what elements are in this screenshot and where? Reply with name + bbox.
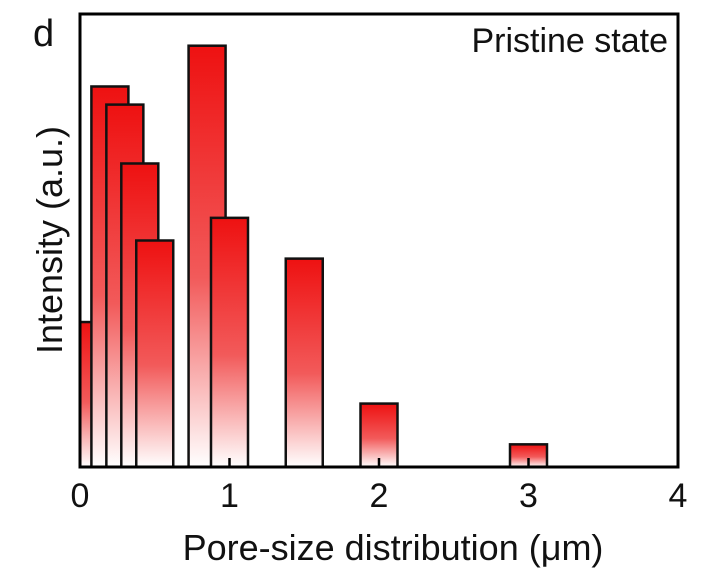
y-axis-label: Intensity (a.u.) bbox=[29, 126, 70, 354]
x-tick-label-4: 4 bbox=[669, 477, 688, 515]
bar-6 bbox=[209, 216, 250, 469]
x-tick-label-1: 1 bbox=[220, 477, 239, 515]
panel-letter: d bbox=[33, 13, 54, 55]
bar-4 bbox=[135, 239, 175, 469]
x-axis-ticks: 0 1 2 3 4 bbox=[71, 458, 688, 515]
bar-series bbox=[78, 44, 549, 469]
x-tick-label-0: 0 bbox=[71, 477, 90, 515]
x-axis-label: Pore-size distribution (μm) bbox=[183, 527, 604, 568]
chart-title: Pristine state bbox=[471, 22, 668, 60]
bar-7 bbox=[284, 257, 324, 469]
x-tick-label-2: 2 bbox=[370, 477, 389, 515]
x-tick-label-3: 3 bbox=[519, 477, 538, 515]
bar-8 bbox=[359, 402, 399, 469]
